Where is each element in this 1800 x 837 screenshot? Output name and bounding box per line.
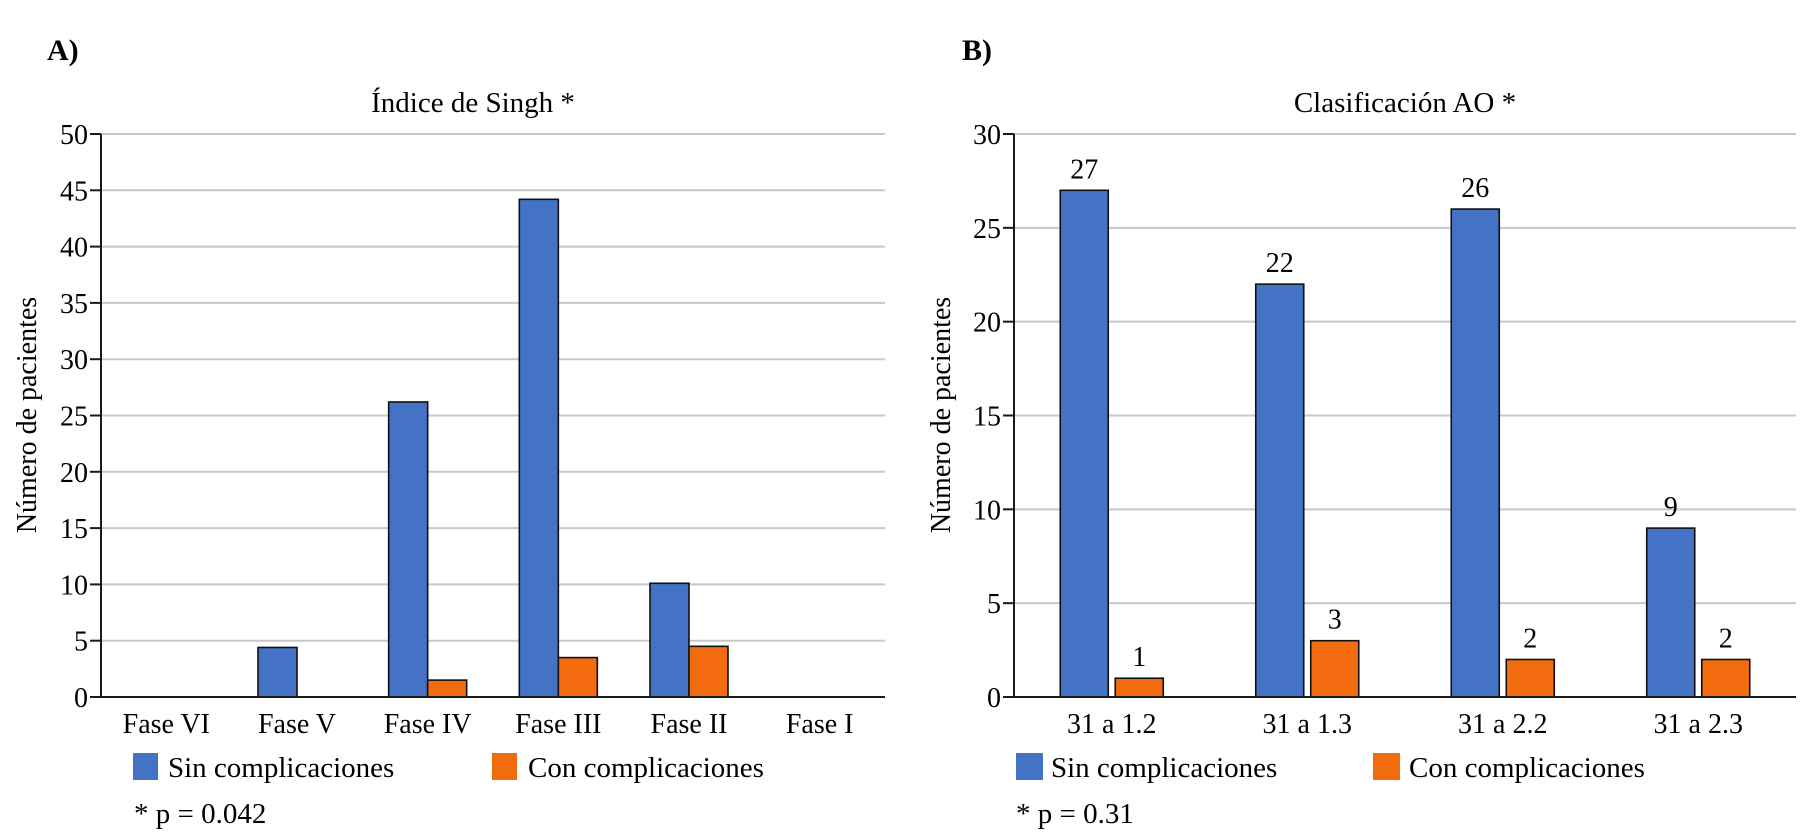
bar-sin-complicaciones-fase-ii [649,582,690,698]
legend-swatch-con-complicaciones [1373,753,1400,780]
panel-label-b: B) [962,34,992,67]
x-tick-label: 31 a 2.2 [1458,709,1547,740]
y-tick-label: 25 [60,402,88,433]
y-tick-label: 15 [60,514,88,545]
bar-sin-complicaciones-fase-v [257,646,298,698]
chart-b: B) Clasificación AO * Número de paciente… [926,34,1796,830]
y-tick-label: 20 [60,458,88,489]
bar-sin-complicaciones-fase-iii [518,198,560,698]
data-label-con-complicaciones-31-a-2-2: 2 [1523,623,1537,654]
legend-label-con-complicaciones: Con complicaciones [528,752,764,784]
data-label-con-complicaciones-31-a-1-3: 3 [1328,605,1342,636]
legend-swatch-con-complicaciones [492,753,517,780]
y-tick-label: 10 [973,495,1001,526]
data-label-con-complicaciones-31-a-1-2: 1 [1132,642,1146,673]
data-label-sin-complicaciones-31-a-2-2: 26 [1461,173,1489,204]
bar-con-complicaciones-31-a-2-2 [1505,658,1556,698]
data-label-sin-complicaciones-31-a-1-2: 27 [1070,154,1098,185]
y-tick-label: 30 [60,345,88,376]
chart-a-p-value: * p = 0.042 [134,798,266,830]
chart-a: A) Índice de Singh * Número de pacientes… [12,34,885,830]
chart-a-y-axis-label: Número de pacientes [12,297,43,533]
data-label-sin-complicaciones-31-a-1-3: 22 [1266,248,1294,279]
x-tick-label: Fase II [651,709,728,740]
y-tick-label: 40 [60,233,88,264]
data-label-con-complicaciones-31-a-2-3: 2 [1719,623,1733,654]
y-tick-label: 15 [973,402,1001,433]
chart-b-title: Clasificación AO * [1294,87,1516,119]
bar-con-complicaciones-fase-iv [426,679,468,698]
y-tick-label: 20 [973,308,1001,339]
chart-a-title: Índice de Singh * [371,86,575,119]
chart-b-y-axis-label: Número de pacientes [926,297,957,533]
y-tick-label: 30 [973,120,1001,151]
x-tick-label: Fase V [258,709,336,740]
x-tick-label: Fase VI [123,709,210,740]
y-tick-label: 5 [987,589,1001,620]
bar-con-complicaciones-fase-ii [688,645,729,698]
x-tick-label: Fase III [515,709,601,740]
bar-con-complicaciones-fase-iii [557,656,599,698]
legend-label-con-complicaciones: Con complicaciones [1409,752,1645,784]
bar-sin-complicaciones-31-a-1-3 [1254,283,1305,698]
legend-swatch-sin-complicaciones [133,753,158,780]
panel-label-a: A) [47,34,79,67]
x-tick-label: Fase IV [384,709,472,740]
y-tick-label: 5 [74,627,88,658]
y-tick-label: 25 [973,214,1001,245]
x-tick-label: 31 a 2.3 [1654,709,1743,740]
y-tick-label: 35 [60,289,88,320]
bar-con-complicaciones-31-a-1-3 [1309,639,1360,698]
bar-con-complicaciones-31-a-1-2 [1114,677,1165,698]
y-tick-label: 45 [60,176,88,207]
legend-swatch-sin-complicaciones [1016,753,1043,780]
y-tick-label: 50 [60,120,88,151]
legend-label-sin-complicaciones: Sin complicaciones [1051,752,1277,784]
chart-b-p-value: * p = 0.31 [1016,798,1134,830]
x-tick-label: Fase I [786,709,854,740]
y-tick-label: 0 [74,683,88,714]
y-tick-label: 0 [987,683,1001,714]
bar-sin-complicaciones-31-a-1-2 [1059,189,1110,698]
bar-sin-complicaciones-31-a-2-2 [1450,208,1501,698]
x-tick-label: 31 a 1.3 [1263,709,1352,740]
bar-con-complicaciones-31-a-2-3 [1700,658,1751,698]
bar-sin-complicaciones-fase-iv [387,401,429,698]
legend-label-sin-complicaciones: Sin complicaciones [168,752,394,784]
data-label-sin-complicaciones-31-a-2-3: 9 [1664,492,1678,523]
chart-a-legend: Sin complicaciones Con complicaciones [133,752,764,784]
y-tick-label: 10 [60,570,88,601]
chart-b-legend: Sin complicaciones Con complicaciones [1016,752,1645,784]
bar-sin-complicaciones-31-a-2-3 [1645,527,1696,698]
x-tick-label: 31 a 1.2 [1067,709,1156,740]
